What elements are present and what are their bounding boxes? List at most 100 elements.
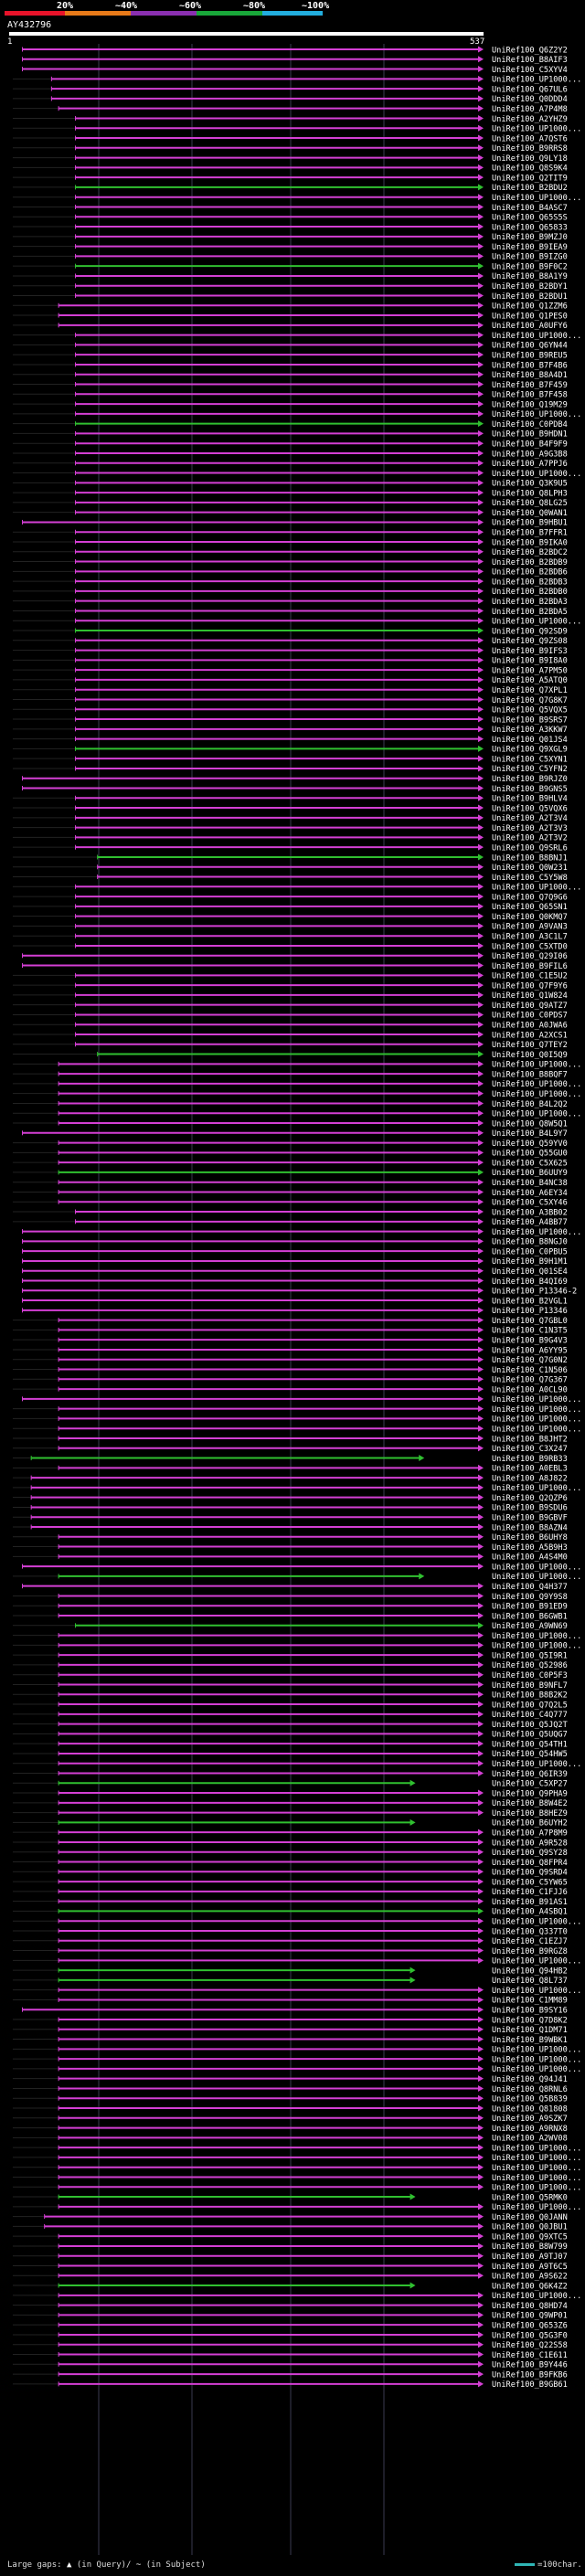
hit-label[interactable]: UniRef100_UP1000... [492,1110,581,1119]
hit-label[interactable]: UniRef100_Q9SY28 [492,1849,568,1858]
hit-label[interactable]: UniRef100_B9HLV4 [492,795,568,804]
hit-label[interactable]: UniRef100_C5Y5W8 [492,874,568,883]
hit-label[interactable]: UniRef100_Q8L737 [492,1977,568,1986]
hit-label[interactable]: UniRef100_A6YY95 [492,1346,568,1355]
hit-label[interactable]: UniRef100_B4F9F9 [492,440,568,450]
hit-label[interactable]: UniRef100_B9REU5 [492,351,568,360]
hit-label[interactable]: UniRef100_B6UUY9 [492,1169,568,1178]
hit-label[interactable]: UniRef100_B9IFS3 [492,647,568,656]
hit-label[interactable]: UniRef100_A2WV08 [492,2135,568,2144]
hit-label[interactable]: UniRef100_C1E5U2 [492,972,568,981]
hit-label[interactable]: UniRef100_B2BDB3 [492,578,568,587]
hit-label[interactable]: UniRef100_Q5VQX6 [492,804,568,813]
hit-label[interactable]: UniRef100_A3BB02 [492,1208,568,1217]
hit-label[interactable]: UniRef100_UP1000... [492,1760,581,1769]
hit-label[interactable]: UniRef100_Q9XGL9 [492,746,568,755]
hit-label[interactable]: UniRef100_A0UFY6 [492,322,568,331]
hit-label[interactable]: UniRef100_B7FFR1 [492,529,568,538]
hit-label[interactable]: UniRef100_Q9Y9S8 [492,1593,568,1602]
hit-label[interactable]: UniRef100_UP1000... [492,1632,581,1641]
hit-label[interactable]: UniRef100_Q19M29 [492,400,568,409]
hit-label[interactable]: UniRef100_Q9WP01 [492,2312,568,2321]
hit-label[interactable]: UniRef100_C5XY46 [492,1199,568,1208]
hit-label[interactable]: UniRef100_Q5RMK0 [492,2193,568,2202]
hit-label[interactable]: UniRef100_UP1000... [492,1415,581,1425]
hit-label[interactable]: UniRef100_UP1000... [492,618,581,627]
hit-label[interactable]: UniRef100_Q5JQ2T [492,1721,568,1730]
hit-label[interactable]: UniRef100_B91AS1 [492,1898,568,1907]
hit-label[interactable]: UniRef100_B2BDA5 [492,608,568,617]
hit-label[interactable]: UniRef100_B4L2Q2 [492,1100,568,1109]
hit-label[interactable]: UniRef100_C5YFN2 [492,765,568,774]
hit-label[interactable]: UniRef100_UP1000... [492,1426,581,1435]
hit-label[interactable]: UniRef100_B8JHT2 [492,1435,568,1444]
hit-label[interactable]: UniRef100_B9GBVF [492,1514,568,1523]
hit-label[interactable]: UniRef100_Q4H377 [492,1583,568,1592]
hit-label[interactable]: UniRef100_B8A4D1 [492,371,568,380]
hit-label[interactable]: UniRef100_A2XCS1 [492,1031,568,1040]
hit-label[interactable]: UniRef100_Q9LY18 [492,154,568,164]
hit-label[interactable]: UniRef100_A2T3V4 [492,814,568,823]
hit-label[interactable]: UniRef100_B6GWB1 [492,1612,568,1621]
hit-label[interactable]: UniRef100_B9GB61 [492,2380,568,2390]
hit-label[interactable]: UniRef100_B9RRS8 [492,144,568,154]
hit-label[interactable]: UniRef100_P13346 [492,1307,568,1316]
hit-label[interactable]: UniRef100_UP1000... [492,2144,581,2153]
hit-label[interactable]: UniRef100_UP1000... [492,332,581,341]
hit-label[interactable]: UniRef100_UP1000... [492,1484,581,1493]
hit-label[interactable]: UniRef100_B9GNS5 [492,785,568,794]
hit-label[interactable]: UniRef100_C0PDB4 [492,420,568,429]
hit-label[interactable]: UniRef100_Q0JBU1 [492,2223,568,2232]
hit-label[interactable]: UniRef100_Q0I5Q9 [492,1051,568,1060]
hit-label[interactable]: UniRef100_C4Q777 [492,1711,568,1720]
hit-label[interactable]: UniRef100_Q7Q9G6 [492,893,568,902]
hit-label[interactable]: UniRef100_B9G4V3 [492,1336,568,1345]
hit-label[interactable]: UniRef100_A4SBQ1 [492,1908,568,1917]
hit-label[interactable]: UniRef100_A8J822 [492,1474,568,1483]
hit-label[interactable]: UniRef100_Q337T0 [492,1927,568,1936]
hit-label[interactable]: UniRef100_A9T6C5 [492,2263,568,2272]
hit-label[interactable]: UniRef100_B9WBK1 [492,2036,568,2045]
hit-label[interactable]: UniRef100_C1MM89 [492,1997,568,2006]
hit-label[interactable]: UniRef100_B9HBU1 [492,519,568,528]
hit-label[interactable]: UniRef100_B91ED9 [492,1603,568,1612]
hit-label[interactable]: UniRef100_C5X625 [492,1159,568,1168]
hit-label[interactable]: UniRef100_A7P4M8 [492,105,568,114]
hit-label[interactable]: UniRef100_Q65SN1 [492,903,568,912]
hit-label[interactable]: UniRef100_B2BDC2 [492,548,568,557]
hit-label[interactable]: UniRef100_Q7G367 [492,1376,568,1385]
hit-label[interactable]: UniRef100_C1E611 [492,2351,568,2360]
hit-label[interactable]: UniRef100_Q01SE4 [492,1267,568,1277]
hit-label[interactable]: UniRef100_A9RNX8 [492,2125,568,2134]
hit-label[interactable]: UniRef100_Q5I9R1 [492,1651,568,1660]
hit-label[interactable]: UniRef100_A7PM50 [492,666,568,675]
hit-label[interactable]: UniRef100_A0EBL3 [492,1465,568,1474]
hit-label[interactable]: UniRef100_B8A1Y9 [492,272,568,281]
hit-label[interactable]: UniRef100_B8HEZ9 [492,1809,568,1818]
hit-label[interactable]: UniRef100_Q6IR39 [492,1770,568,1779]
hit-label[interactable]: UniRef100_A9WN69 [492,1622,568,1631]
hit-label[interactable]: UniRef100_Q9ATZ7 [492,1002,568,1011]
hit-label[interactable]: UniRef100_Q54HW5 [492,1750,568,1759]
hit-label[interactable]: UniRef100_Q5UQG7 [492,1731,568,1740]
hit-label[interactable]: UniRef100_B8AZN4 [492,1523,568,1532]
hit-label[interactable]: UniRef100_Q01JS4 [492,736,568,745]
hit-label[interactable]: UniRef100_Q9SRD4 [492,1869,568,1878]
hit-label[interactable]: UniRef100_Q1DM71 [492,2026,568,2035]
hit-label[interactable]: UniRef100_A9R528 [492,1839,568,1848]
hit-label[interactable]: UniRef100_A2T3V2 [492,834,568,843]
hit-label[interactable]: UniRef100_B9Y446 [492,2361,568,2370]
hit-label[interactable]: UniRef100_Q1ZZM6 [492,302,568,312]
hit-label[interactable]: UniRef100_UP1000... [492,470,581,479]
hit-label[interactable]: UniRef100_UP1000... [492,2164,581,2173]
hit-label[interactable]: UniRef100_Q52986 [492,1661,568,1670]
hit-label[interactable]: UniRef100_B4NC38 [492,1179,568,1188]
hit-label[interactable]: UniRef100_Q7F9Y6 [492,981,568,991]
hit-label[interactable]: UniRef100_Q7G8K7 [492,696,568,705]
hit-label[interactable]: UniRef100_B8B2K2 [492,1691,568,1701]
hit-label[interactable]: UniRef100_B9IEA9 [492,243,568,252]
hit-label[interactable]: UniRef100_A0JWA6 [492,1022,568,1031]
hit-label[interactable]: UniRef100_C5XP27 [492,1780,568,1789]
hit-label[interactable]: UniRef100_Q94HB2 [492,1966,568,1976]
hit-label[interactable]: UniRef100_Q2QZP6 [492,1494,568,1503]
